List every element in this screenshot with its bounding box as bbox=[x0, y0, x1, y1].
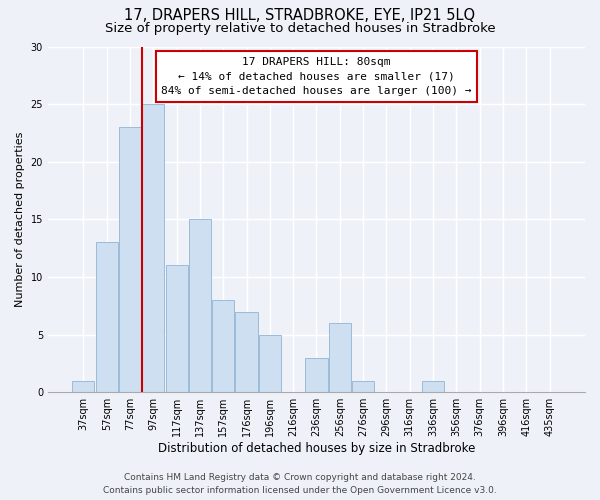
Text: 17 DRAPERS HILL: 80sqm
← 14% of detached houses are smaller (17)
84% of semi-det: 17 DRAPERS HILL: 80sqm ← 14% of detached… bbox=[161, 57, 472, 96]
Bar bbox=[166, 266, 188, 392]
Bar bbox=[329, 323, 351, 392]
Bar bbox=[212, 300, 235, 392]
Y-axis label: Number of detached properties: Number of detached properties bbox=[15, 132, 25, 307]
Text: Contains HM Land Registry data © Crown copyright and database right 2024.
Contai: Contains HM Land Registry data © Crown c… bbox=[103, 474, 497, 495]
Bar bbox=[259, 334, 281, 392]
Bar bbox=[189, 220, 211, 392]
Text: 17, DRAPERS HILL, STRADBROKE, EYE, IP21 5LQ: 17, DRAPERS HILL, STRADBROKE, EYE, IP21 … bbox=[124, 8, 476, 22]
X-axis label: Distribution of detached houses by size in Stradbroke: Distribution of detached houses by size … bbox=[158, 442, 475, 455]
Bar bbox=[352, 380, 374, 392]
Bar bbox=[119, 127, 141, 392]
Bar bbox=[95, 242, 118, 392]
Text: Size of property relative to detached houses in Stradbroke: Size of property relative to detached ho… bbox=[104, 22, 496, 35]
Bar bbox=[305, 358, 328, 392]
Bar bbox=[142, 104, 164, 392]
Bar bbox=[235, 312, 257, 392]
Bar bbox=[422, 380, 444, 392]
Bar bbox=[73, 380, 94, 392]
